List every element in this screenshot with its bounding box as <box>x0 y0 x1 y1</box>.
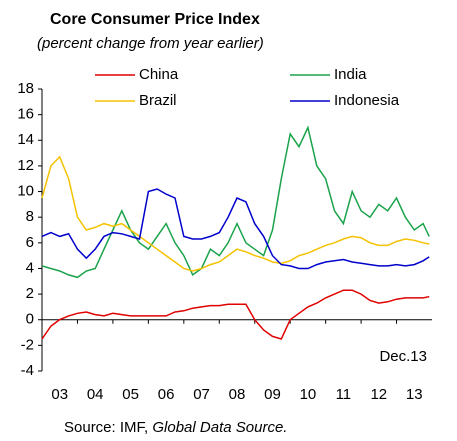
y-tick-label: 6 <box>26 234 34 251</box>
source-prefix: Source: IMF, <box>64 419 148 436</box>
series-line <box>41 125 430 279</box>
x-tick-label: 09 <box>264 386 281 403</box>
y-tick-label: 4 <box>26 259 34 276</box>
x-tick-label: 11 <box>336 386 352 403</box>
y-tick-label: 18 <box>17 80 34 97</box>
legend-label: Brazil <box>139 92 177 109</box>
legend-label: India <box>334 66 367 83</box>
source-italic: Global Data Source. <box>152 419 287 436</box>
y-tick-label: 10 <box>17 183 34 200</box>
x-tick-label: 13 <box>406 386 423 403</box>
x-tick-label: 10 <box>300 386 317 403</box>
annotation: Dec.13 <box>379 348 427 365</box>
legend-label: China <box>139 66 179 83</box>
series-line <box>41 155 430 272</box>
x-tick-label: 08 <box>229 386 246 403</box>
chart-title: Core Consumer Price Index <box>50 11 260 28</box>
x-tick-label: 05 <box>122 386 139 403</box>
x-tick-label: 12 <box>370 386 387 403</box>
y-tick-label: 16 <box>17 106 34 123</box>
y-tick-label: 12 <box>17 157 34 174</box>
x-tick-label: 03 <box>51 386 68 403</box>
y-tick-label: 0 <box>26 311 34 328</box>
source: Source: IMF, Global Data Source. <box>64 419 287 436</box>
series-line <box>41 188 430 270</box>
y-tick-label: -4 <box>21 362 34 379</box>
series-line <box>41 289 430 340</box>
chart-subtitle: (percent change from year earlier) <box>37 35 264 52</box>
y-tick-label: 8 <box>26 208 34 225</box>
y-tick-label: -2 <box>21 336 34 353</box>
x-tick-label: 07 <box>193 386 210 403</box>
x-tick-label: 04 <box>87 386 104 403</box>
legend-label: Indonesia <box>334 92 400 109</box>
y-tick-label: 2 <box>26 285 34 302</box>
x-tick-label: 06 <box>158 386 175 403</box>
y-tick-label: 14 <box>17 131 34 148</box>
